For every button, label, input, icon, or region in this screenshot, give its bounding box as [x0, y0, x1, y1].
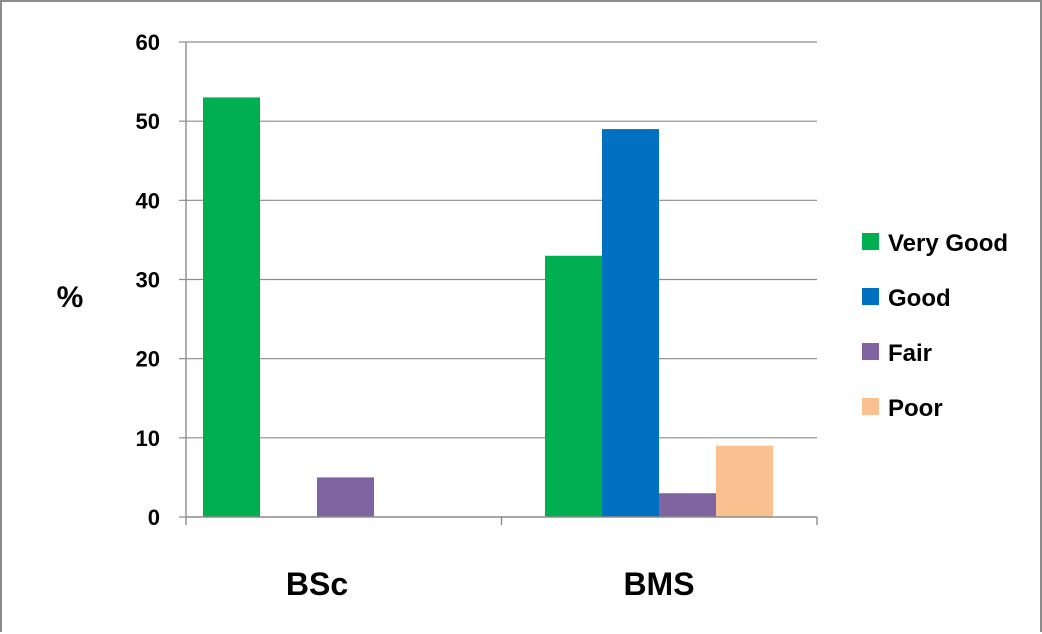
legend-swatch: [862, 233, 879, 250]
legend-label: Good: [888, 285, 951, 312]
x-category-labels: BSc BMS: [286, 566, 695, 602]
bar-bms-poor: [716, 445, 773, 517]
bar-bsc-very-good: [203, 97, 260, 518]
bar-bsc-fair: [317, 477, 374, 517]
legend: Very Good Good Fair Poor: [862, 230, 1008, 422]
x-category-label: BSc: [286, 566, 348, 602]
legend-label: Fair: [888, 340, 932, 367]
y-tick-labels: 0 10 20 30 40 50 60: [136, 30, 160, 530]
y-tick-label: 60: [136, 30, 160, 55]
legend-swatch: [862, 343, 879, 360]
bar-bms-fair: [659, 493, 716, 517]
bars: [203, 97, 773, 518]
gridlines: [179, 41, 817, 518]
legend-swatch: [862, 288, 879, 305]
y-axis-title: %: [57, 281, 84, 314]
legend-label: Poor: [888, 395, 943, 422]
y-tick-label: 50: [136, 109, 160, 134]
bar-bms-very-good: [545, 255, 602, 517]
y-tick-label: 40: [136, 188, 160, 213]
y-tick-label: 30: [136, 268, 160, 293]
bar-bms-good: [602, 129, 659, 517]
y-tick-label: 20: [136, 347, 160, 372]
y-tick-label: 0: [148, 505, 160, 530]
legend-label: Very Good: [888, 230, 1008, 257]
legend-swatch: [862, 398, 879, 415]
y-tick-label: 10: [136, 426, 160, 451]
axes: [185, 42, 818, 525]
x-category-label: BMS: [623, 566, 694, 602]
